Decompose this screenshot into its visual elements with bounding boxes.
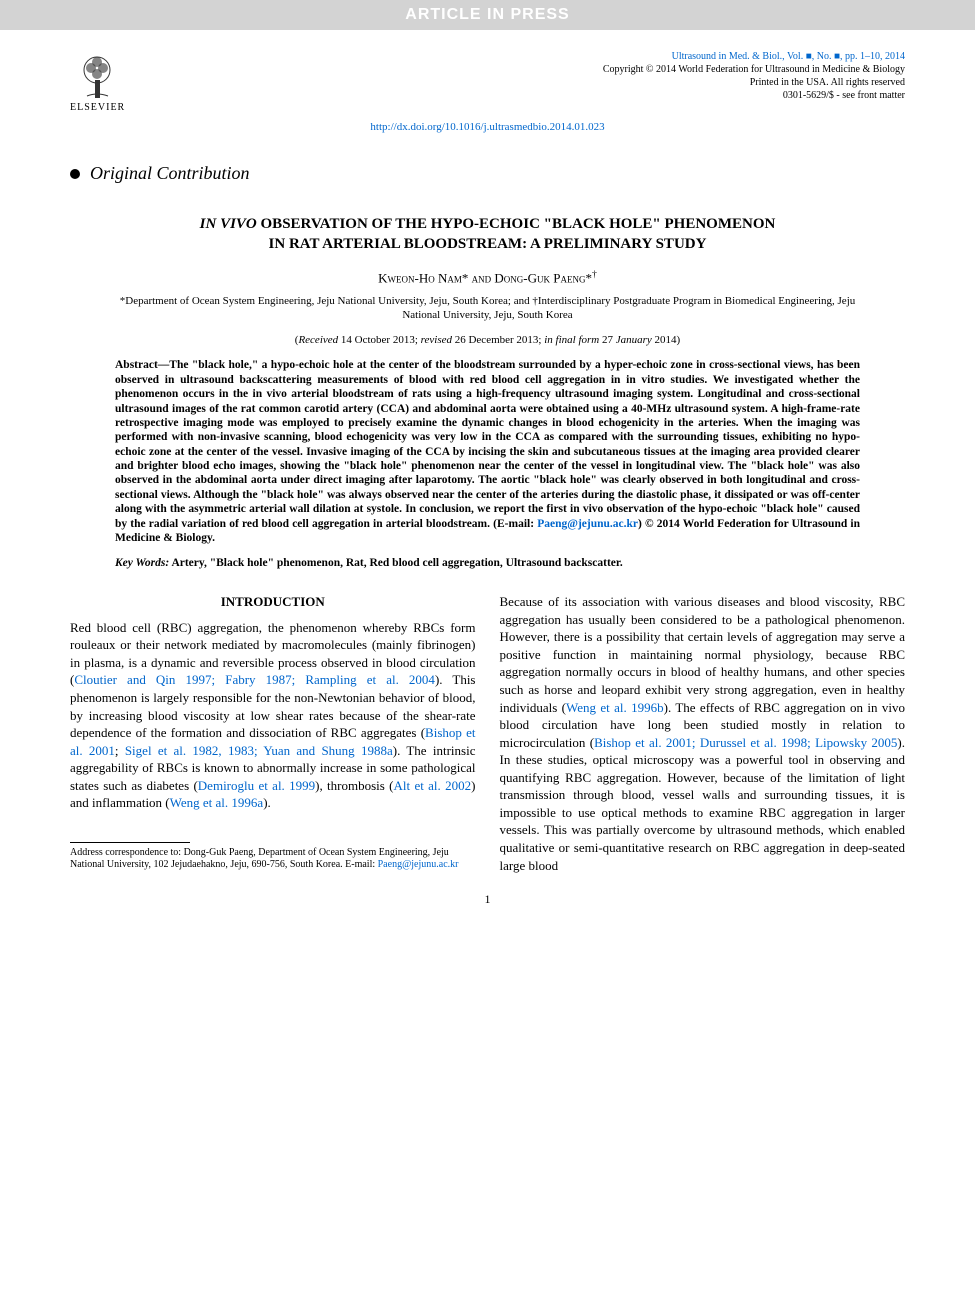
- text-run: ). In these studies, optical microscopy …: [500, 735, 906, 873]
- bullet-icon: [70, 169, 80, 179]
- text-run: ).: [263, 795, 271, 810]
- keywords-label: Key Words:: [115, 557, 169, 569]
- publisher-logo: ELSEVIER: [70, 50, 125, 113]
- citation-issn: 0301-5629/$ - see front matter: [603, 89, 905, 102]
- title-line-1: OBSERVATION OF THE HYPO-ECHOIC "BLACK HO…: [261, 216, 776, 232]
- citation-journal: Ultrasound in Med. & Biol., Vol. ■, No. …: [603, 50, 905, 63]
- ref-weng-a[interactable]: Weng et al. 1996a: [170, 795, 264, 810]
- abstract-label: Abstract—: [115, 359, 169, 371]
- section-marker: Original Contribution: [0, 163, 975, 184]
- article-title: IN VIVO OBSERVATION OF THE HYPO-ECHOIC "…: [0, 214, 975, 255]
- manuscript-dates: (Received 14 October 2013; revised 26 De…: [0, 334, 975, 346]
- intro-paragraph: Red blood cell (RBC) aggregation, the ph…: [70, 619, 476, 812]
- body-columns: INTRODUCTION Red blood cell (RBC) aggreg…: [0, 593, 975, 874]
- introduction-heading: INTRODUCTION: [70, 593, 476, 611]
- keywords: Key Words: Artery, "Black hole" phenomen…: [0, 557, 975, 569]
- text-run: Because of its association with various …: [500, 594, 906, 714]
- header-row: ELSEVIER Ultrasound in Med. & Biol., Vol…: [0, 30, 975, 113]
- title-line-1-italic: IN VIVO: [200, 216, 257, 232]
- elsevier-tree-icon: [75, 50, 120, 100]
- authors: Kweon-Ho Nam* and Dong-Guk Paeng*†: [0, 269, 975, 286]
- text-run: ), thrombosis (: [315, 778, 393, 793]
- ref-demiroglu[interactable]: Demiroglu et al. 1999: [198, 778, 315, 793]
- page-number: 1: [0, 892, 975, 919]
- abstract-email-link[interactable]: Paeng@jejunu.ac.kr: [537, 518, 638, 530]
- doi-link[interactable]: http://dx.doi.org/10.1016/j.ultrasmedbio…: [0, 121, 975, 133]
- text-run: ;: [115, 743, 125, 758]
- ref-weng-b[interactable]: Weng et al. 1996b: [566, 700, 664, 715]
- affiliations: *Department of Ocean System Engineering,…: [0, 294, 975, 323]
- ref-bishop-2[interactable]: Bishop et al. 2001; Durussel et al. 1998…: [594, 735, 897, 750]
- abstract-body: The "black hole," a hypo-echoic hole at …: [115, 359, 860, 529]
- ref-alt[interactable]: Alt et al. 2002: [394, 778, 472, 793]
- left-column: INTRODUCTION Red blood cell (RBC) aggreg…: [70, 593, 476, 874]
- footnote-email-link[interactable]: Paeng@jejunu.ac.kr: [378, 859, 459, 870]
- intro-paragraph-cont: Because of its association with various …: [500, 593, 906, 874]
- section-label: Original Contribution: [90, 163, 250, 184]
- ref-sigel[interactable]: Sigel et al. 1982, 1983; Yuan and Shung …: [125, 743, 393, 758]
- article-in-press-banner: ARTICLE IN PRESS: [0, 0, 975, 30]
- publisher-name: ELSEVIER: [70, 102, 125, 113]
- citation-printed: Printed in the USA. All rights reserved: [603, 76, 905, 89]
- footnote-separator: [70, 842, 190, 843]
- title-line-2: IN RAT ARTERIAL BLOODSTREAM: A PRELIMINA…: [269, 236, 707, 252]
- ref-cloutier[interactable]: Cloutier and Qin 1997; Fabry 1987; Rampl…: [74, 672, 435, 687]
- correspondence-footnote: Address correspondence to: Dong-Guk Paen…: [70, 847, 476, 872]
- citation-block: Ultrasound in Med. & Biol., Vol. ■, No. …: [603, 50, 905, 102]
- citation-copyright: Copyright © 2014 World Federation for Ul…: [603, 63, 905, 76]
- keywords-body: Artery, "Black hole" phenomenon, Rat, Re…: [169, 557, 623, 569]
- right-column: Because of its association with various …: [500, 593, 906, 874]
- abstract: Abstract—The "black hole," a hypo-echoic…: [0, 358, 975, 545]
